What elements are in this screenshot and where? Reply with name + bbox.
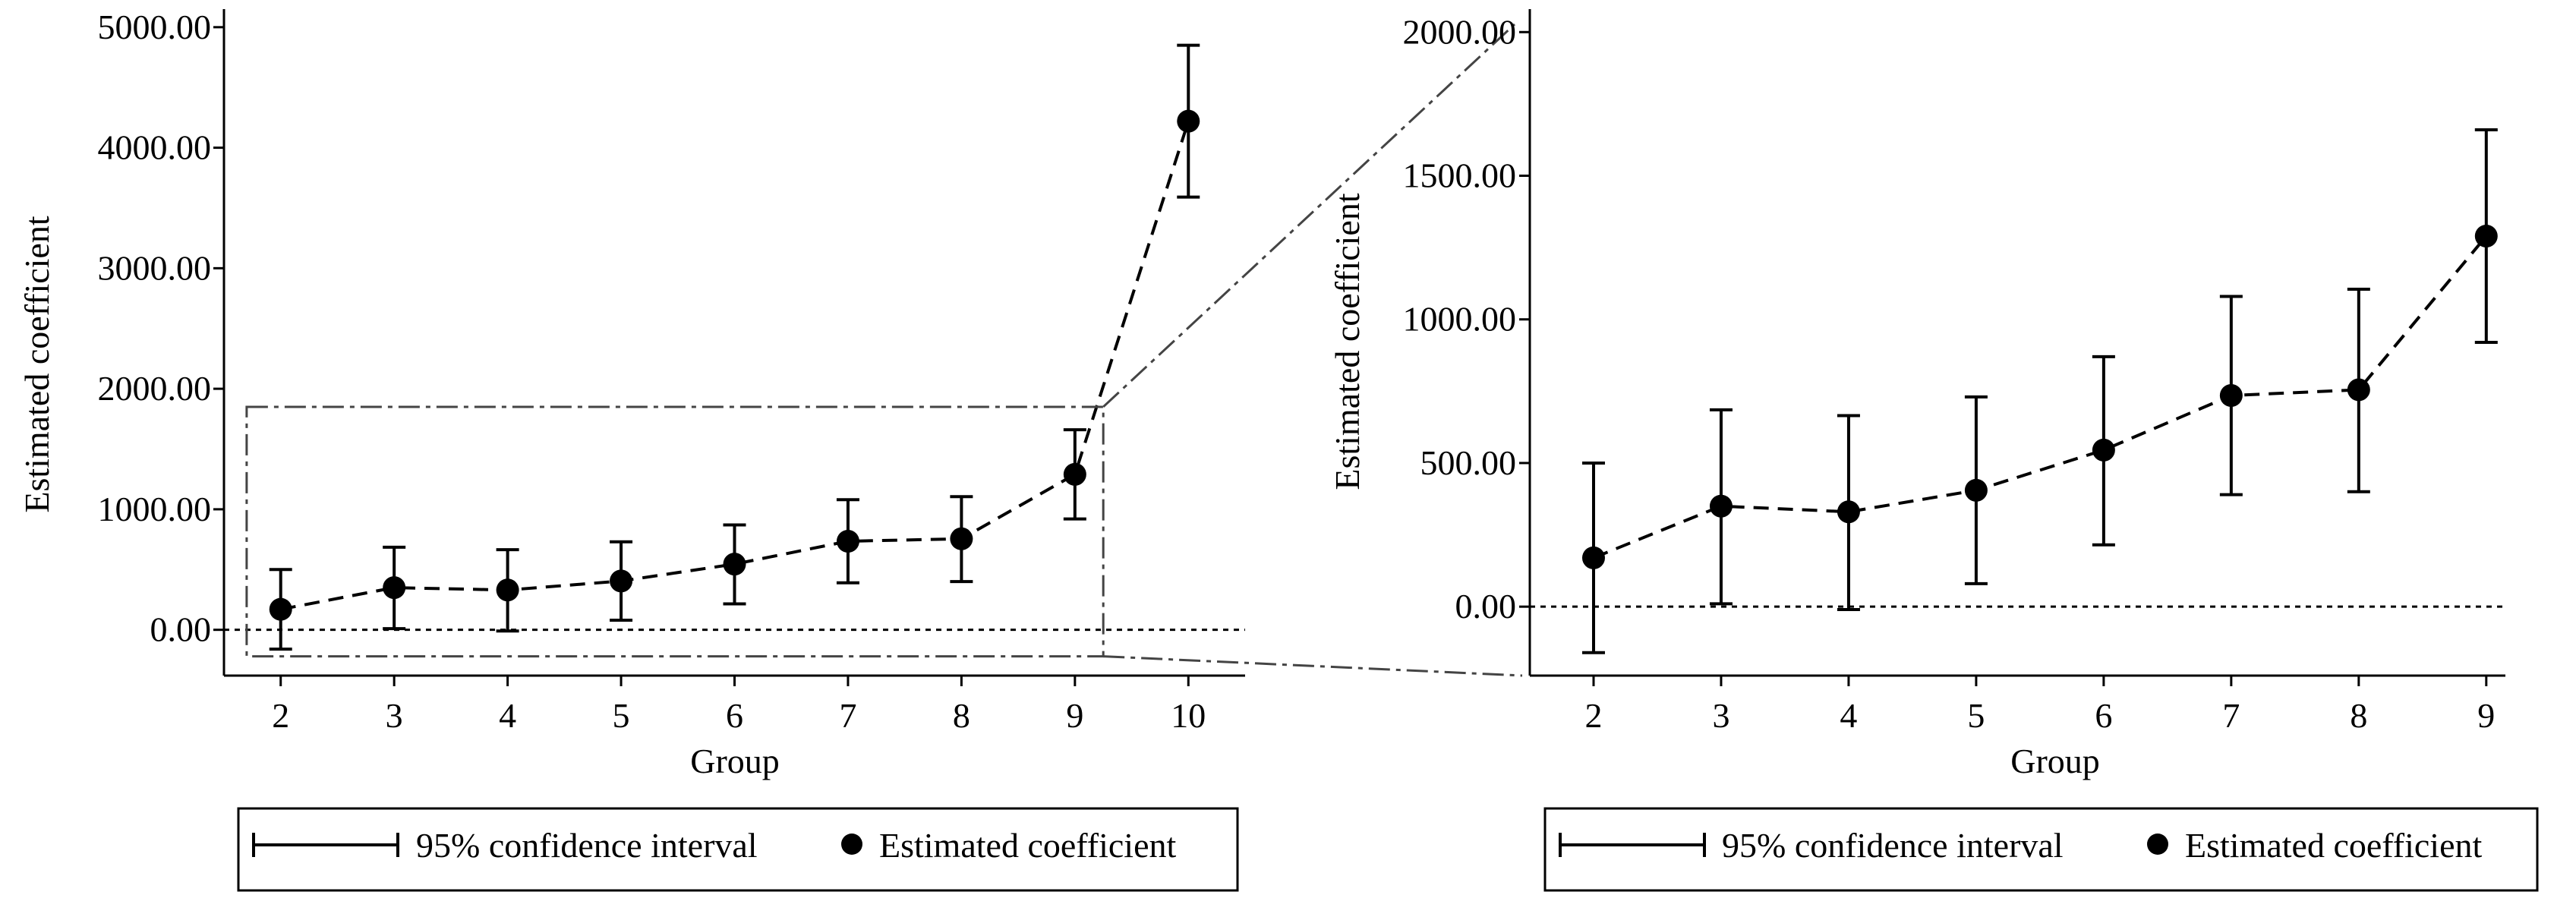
left-x-axis-title: Group — [690, 742, 780, 780]
right-data-point — [2474, 224, 2498, 247]
right-legend-marker — [2147, 833, 2168, 855]
zoom-connector-bottom — [1103, 655, 1523, 677]
left-x-tick-label: 2 — [272, 696, 289, 735]
left-series-line — [280, 121, 1190, 611]
left-x-tick-label: 3 — [386, 696, 403, 735]
left-y-tick-label: 2000.00 — [98, 369, 212, 408]
left-legend-ci-label: 95% confidence interval — [416, 826, 758, 865]
right-data-point — [2347, 378, 2370, 402]
right-data-point — [1964, 478, 1988, 502]
right-y-axis-title: Estimated coefficient — [1328, 193, 1367, 490]
left-x-tick-label: 6 — [726, 696, 743, 735]
right-legend-estimate-label: Estimated coefficient — [2185, 826, 2482, 865]
left-legend: 95% confidence interval Estimated coeffi… — [237, 807, 1239, 892]
left-y-tick-label: 3000.00 — [98, 248, 212, 287]
left-legend-estimate-label: Estimated coefficient — [879, 826, 1176, 865]
right-y-tick-label: 0.00 — [1455, 587, 1517, 626]
left-data-point — [610, 569, 633, 593]
left-legend-marker — [841, 833, 862, 855]
right-data-point — [1837, 500, 1860, 524]
left-x-tick-label: 4 — [499, 696, 516, 735]
right-data-point — [1581, 546, 1605, 569]
right-x-tick-label: 8 — [2350, 696, 2367, 735]
left-data-point — [723, 553, 746, 576]
right-data-point — [2092, 438, 2115, 462]
left-x-tick-label: 8 — [953, 696, 970, 735]
left-y-tick-label: 0.00 — [150, 610, 212, 649]
left-data-point — [269, 597, 292, 621]
zoom-connector-top — [1102, 23, 1516, 408]
left-data-point — [950, 527, 973, 550]
left-y-axis-title: Estimated coefficient — [17, 216, 56, 512]
right-series-line — [1593, 235, 2488, 559]
right-data-point — [2219, 384, 2243, 408]
right-y-tick-label: 2000.00 — [1403, 12, 1517, 51]
left-data-point — [836, 529, 859, 553]
right-x-tick-label: 2 — [1584, 696, 1602, 735]
right-y-tick-label: 1000.00 — [1403, 300, 1517, 339]
right-legend-frame — [1543, 807, 2539, 892]
right-x-tick-label: 9 — [2477, 696, 2495, 735]
right-y-tick-label: 500.00 — [1420, 443, 1517, 482]
left-x-tick-label: 9 — [1066, 696, 1083, 735]
left-y-tick-label: 5000.00 — [98, 8, 212, 46]
right-x-tick-label: 7 — [2222, 696, 2240, 735]
left-legend-frame — [237, 807, 1239, 892]
right-x-tick-label: 3 — [1712, 696, 1729, 735]
right-legend: 95% confidence interval Estimated coeffi… — [1543, 807, 2539, 892]
right-y-tick-label: 1500.00 — [1403, 156, 1517, 195]
right-x-tick-label: 5 — [1967, 696, 1985, 735]
right-x-tick-label: 6 — [2095, 696, 2112, 735]
left-x-tick-label: 10 — [1171, 696, 1206, 735]
left-data-point — [1177, 109, 1200, 133]
left-data-point — [496, 578, 519, 602]
left-chart-panel: Estimated coefficient Group 0.00 1000.00 2… — [17, 8, 1523, 780]
right-data-point — [1709, 494, 1733, 518]
right-x-axis-title: Group — [2010, 742, 2100, 780]
left-data-point — [383, 576, 406, 600]
left-zoom-box — [245, 405, 1105, 658]
left-y-tick-label: 4000.00 — [98, 128, 212, 167]
left-x-tick-label: 7 — [839, 696, 856, 735]
left-data-point — [1063, 462, 1086, 486]
right-chart-panel: Estimated coefficient Group 0.00 500.00 10… — [1328, 9, 2505, 780]
left-x-tick-label: 5 — [613, 696, 630, 735]
right-legend-ci-label: 95% confidence interval — [1722, 826, 2064, 865]
right-x-tick-label: 4 — [1840, 696, 1857, 735]
left-y-tick-label: 1000.00 — [98, 490, 212, 528]
